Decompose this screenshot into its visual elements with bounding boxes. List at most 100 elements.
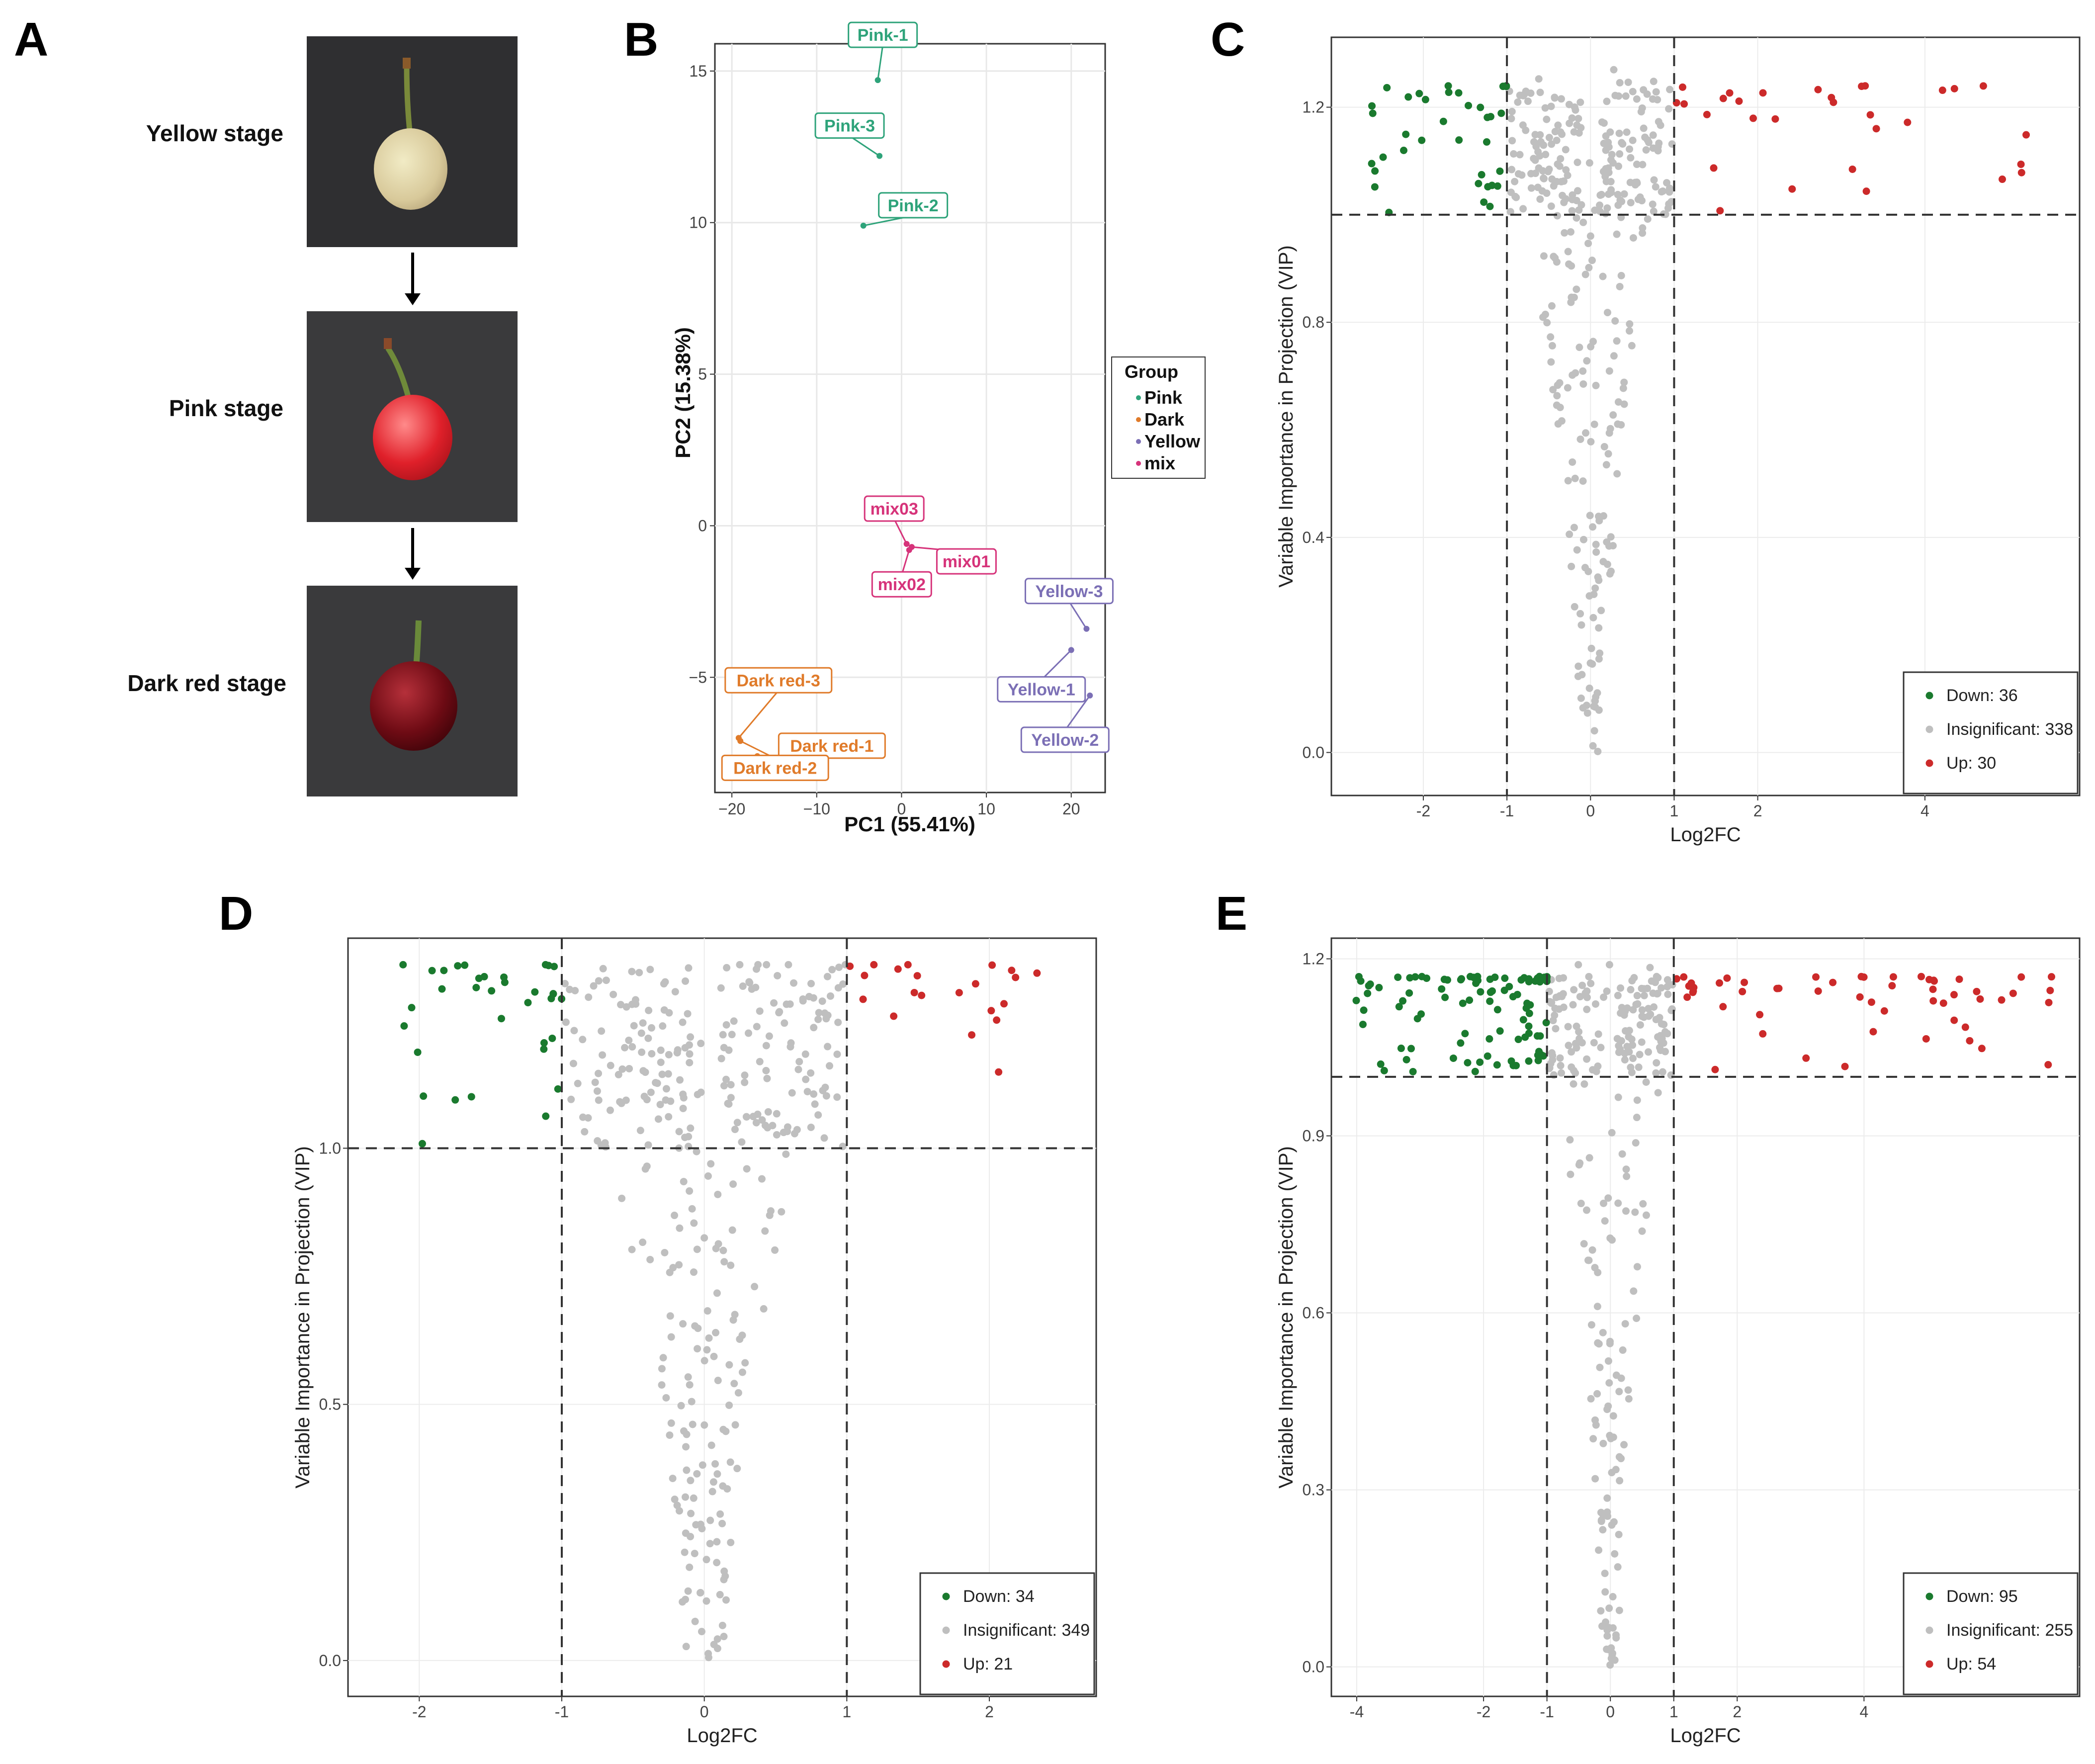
insignificant-point bbox=[728, 1226, 736, 1234]
up-regulated-point bbox=[1759, 1030, 1767, 1038]
insignificant-point bbox=[1594, 1339, 1602, 1347]
insignificant-point bbox=[1607, 533, 1615, 541]
insignificant-point bbox=[1540, 252, 1548, 260]
insignificant-point bbox=[810, 1090, 818, 1098]
insignificant-point bbox=[581, 1128, 589, 1136]
insignificant-point bbox=[810, 1024, 818, 1032]
up-regulated-point bbox=[1961, 1023, 1969, 1031]
insignificant-point bbox=[654, 1115, 662, 1123]
up-regulated-point bbox=[1735, 97, 1743, 105]
insignificant-point bbox=[1566, 530, 1573, 538]
point-label-box bbox=[936, 548, 997, 575]
insignificant-point bbox=[1629, 234, 1637, 242]
insignificant-point bbox=[1585, 264, 1593, 271]
point-label: Yellow-3 bbox=[1035, 582, 1103, 601]
insignificant-point bbox=[738, 1138, 746, 1146]
up-regulated-point bbox=[1829, 978, 1837, 986]
insignificant-point bbox=[1610, 66, 1618, 74]
insignificant-point bbox=[1614, 1199, 1622, 1207]
insignificant-point bbox=[1606, 570, 1614, 578]
down-regulated-point bbox=[1369, 109, 1377, 117]
insignificant-point bbox=[754, 961, 762, 969]
insignificant-point bbox=[1599, 1199, 1607, 1207]
down-regulated-point bbox=[1399, 997, 1407, 1005]
insignificant-point bbox=[1603, 1632, 1611, 1640]
up-regulated-point bbox=[1814, 86, 1822, 93]
insignificant-point bbox=[703, 1346, 711, 1354]
insignificant-point bbox=[1633, 95, 1641, 103]
insignificant-point bbox=[1603, 538, 1611, 546]
insignificant-point bbox=[679, 1018, 687, 1026]
label-connector bbox=[849, 135, 880, 157]
panel-letter-b: B bbox=[624, 13, 658, 66]
legend-swatch-dark bbox=[1136, 417, 1141, 422]
insignificant-point bbox=[1640, 991, 1648, 999]
insignificant-point bbox=[1586, 232, 1594, 240]
insignificant-point bbox=[1645, 138, 1653, 146]
insignificant-point bbox=[720, 1082, 728, 1090]
y-axis-title: Variable Importance in Projection (VIP) bbox=[1275, 1146, 1297, 1488]
insignificant-point bbox=[1649, 200, 1657, 208]
x-tick-label: 2 bbox=[1733, 1703, 1742, 1721]
insignificant-point bbox=[1573, 187, 1581, 195]
x-tick-label: 4 bbox=[1859, 1703, 1868, 1721]
insignificant-point bbox=[1627, 1063, 1635, 1071]
insignificant-point bbox=[811, 1100, 819, 1108]
legend-swatch bbox=[1925, 692, 1933, 700]
points bbox=[399, 961, 1041, 1662]
label-connector bbox=[1041, 649, 1072, 681]
down-regulated-point bbox=[1441, 993, 1449, 1001]
insignificant-point bbox=[1531, 156, 1539, 164]
insignificant-point bbox=[1572, 214, 1580, 222]
insignificant-point bbox=[1613, 230, 1621, 238]
down-regulated-point bbox=[1364, 989, 1372, 997]
y-tick-label: 0.0 bbox=[319, 1652, 341, 1670]
up-regulated-point bbox=[1860, 973, 1868, 981]
insignificant-point bbox=[1550, 182, 1558, 190]
insignificant-point bbox=[1576, 993, 1584, 1001]
insignificant-point bbox=[1596, 1363, 1604, 1371]
legend-label-dark: Dark bbox=[1144, 409, 1185, 430]
insignificant-point bbox=[1653, 990, 1661, 998]
down-regulated-point bbox=[1474, 972, 1482, 980]
insignificant-point bbox=[1604, 1357, 1612, 1365]
pca-point bbox=[860, 222, 867, 229]
insignificant-point bbox=[706, 1540, 714, 1548]
insignificant-point bbox=[607, 1061, 614, 1069]
insignificant-point bbox=[1601, 1588, 1609, 1596]
up-regulated-point bbox=[1939, 999, 1947, 1007]
insignificant-point bbox=[801, 1050, 809, 1058]
down-regulated-point bbox=[440, 967, 448, 974]
insignificant-point bbox=[1608, 1129, 1616, 1137]
insignificant-point bbox=[1638, 1012, 1646, 1020]
insignificant-point bbox=[1652, 88, 1660, 96]
insignificant-point bbox=[1570, 524, 1578, 531]
down-regulated-point bbox=[1523, 999, 1531, 1007]
insignificant-point bbox=[657, 1058, 665, 1066]
down-regulated-point bbox=[1455, 136, 1463, 144]
x-axis-title: Log2FC bbox=[1670, 1725, 1741, 1747]
down-regulated-point bbox=[1459, 999, 1467, 1007]
insignificant-point bbox=[1657, 121, 1664, 129]
insignificant-point bbox=[1554, 121, 1562, 129]
insignificant-point bbox=[1573, 546, 1581, 554]
insignificant-point bbox=[1587, 979, 1595, 987]
point-label-box bbox=[864, 495, 925, 522]
down-regulated-point bbox=[1486, 113, 1494, 121]
insignificant-point bbox=[1603, 309, 1611, 317]
insignificant-point bbox=[1570, 1080, 1577, 1088]
up-regulated-point bbox=[1739, 987, 1746, 995]
insignificant-point bbox=[761, 1122, 769, 1130]
insignificant-point bbox=[771, 1246, 779, 1254]
insignificant-point bbox=[656, 1101, 664, 1109]
insignificant-point bbox=[1576, 610, 1584, 617]
insignificant-point bbox=[1632, 1000, 1640, 1008]
x-tick-label: 1 bbox=[1669, 1703, 1678, 1721]
insignificant-point bbox=[1654, 1089, 1662, 1097]
insignificant-point bbox=[1652, 1016, 1660, 1024]
down-regulated-point bbox=[550, 963, 558, 970]
insignificant-point bbox=[669, 1475, 677, 1483]
insignificant-point bbox=[1548, 140, 1556, 148]
x-tick-label: -1 bbox=[1500, 802, 1514, 820]
down-regulated-point bbox=[1407, 1045, 1415, 1053]
